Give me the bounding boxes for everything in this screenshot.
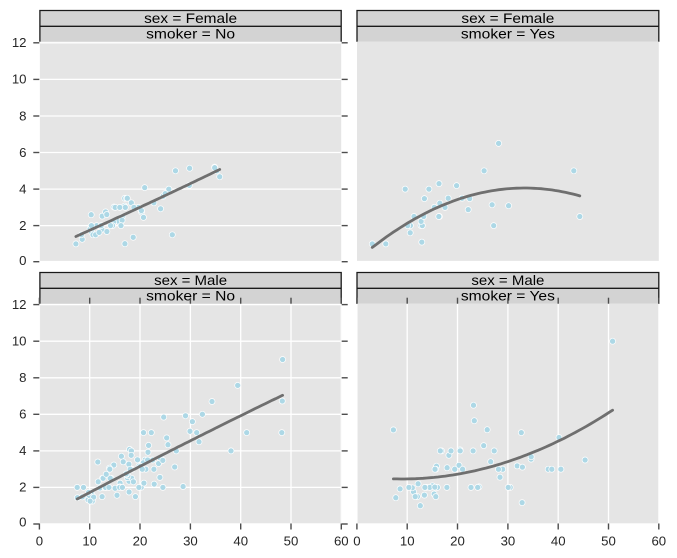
svg-text:20: 20 [450,533,465,548]
svg-text:sex = Female: sex = Female [144,11,237,26]
svg-text:12: 12 [12,35,27,50]
svg-text:smoker = No: smoker = No [146,26,235,41]
svg-text:40: 40 [233,533,248,548]
svg-text:smoker = Yes: smoker = Yes [461,26,555,41]
svg-text:2: 2 [19,218,26,233]
svg-text:50: 50 [601,533,616,548]
svg-text:0: 0 [19,514,26,529]
svg-text:6: 6 [19,407,26,422]
svg-text:2: 2 [19,480,26,495]
svg-text:6: 6 [19,145,26,160]
svg-text:sex = Female: sex = Female [461,11,554,26]
svg-text:60: 60 [334,533,349,548]
svg-text:30: 30 [501,533,516,548]
svg-text:60: 60 [651,533,666,548]
svg-text:smoker = No: smoker = No [146,288,235,303]
svg-text:20: 20 [133,533,148,548]
svg-text:sex = Male: sex = Male [154,273,227,288]
svg-text:8: 8 [19,370,26,385]
svg-text:4: 4 [19,181,26,196]
svg-text:10: 10 [12,72,27,87]
svg-text:sex = Male: sex = Male [471,273,544,288]
svg-text:10: 10 [400,533,415,548]
svg-text:0: 0 [36,533,43,548]
svg-text:8: 8 [19,108,26,123]
svg-text:50: 50 [284,533,299,548]
svg-text:40: 40 [551,533,566,548]
svg-text:0: 0 [353,533,360,548]
svg-text:4: 4 [19,443,26,458]
svg-text:12: 12 [12,297,27,312]
svg-text:10: 10 [82,533,97,548]
svg-text:0: 0 [19,253,26,268]
svg-text:smoker = Yes: smoker = Yes [461,288,555,303]
svg-text:30: 30 [183,533,198,548]
svg-text:10: 10 [12,334,27,349]
